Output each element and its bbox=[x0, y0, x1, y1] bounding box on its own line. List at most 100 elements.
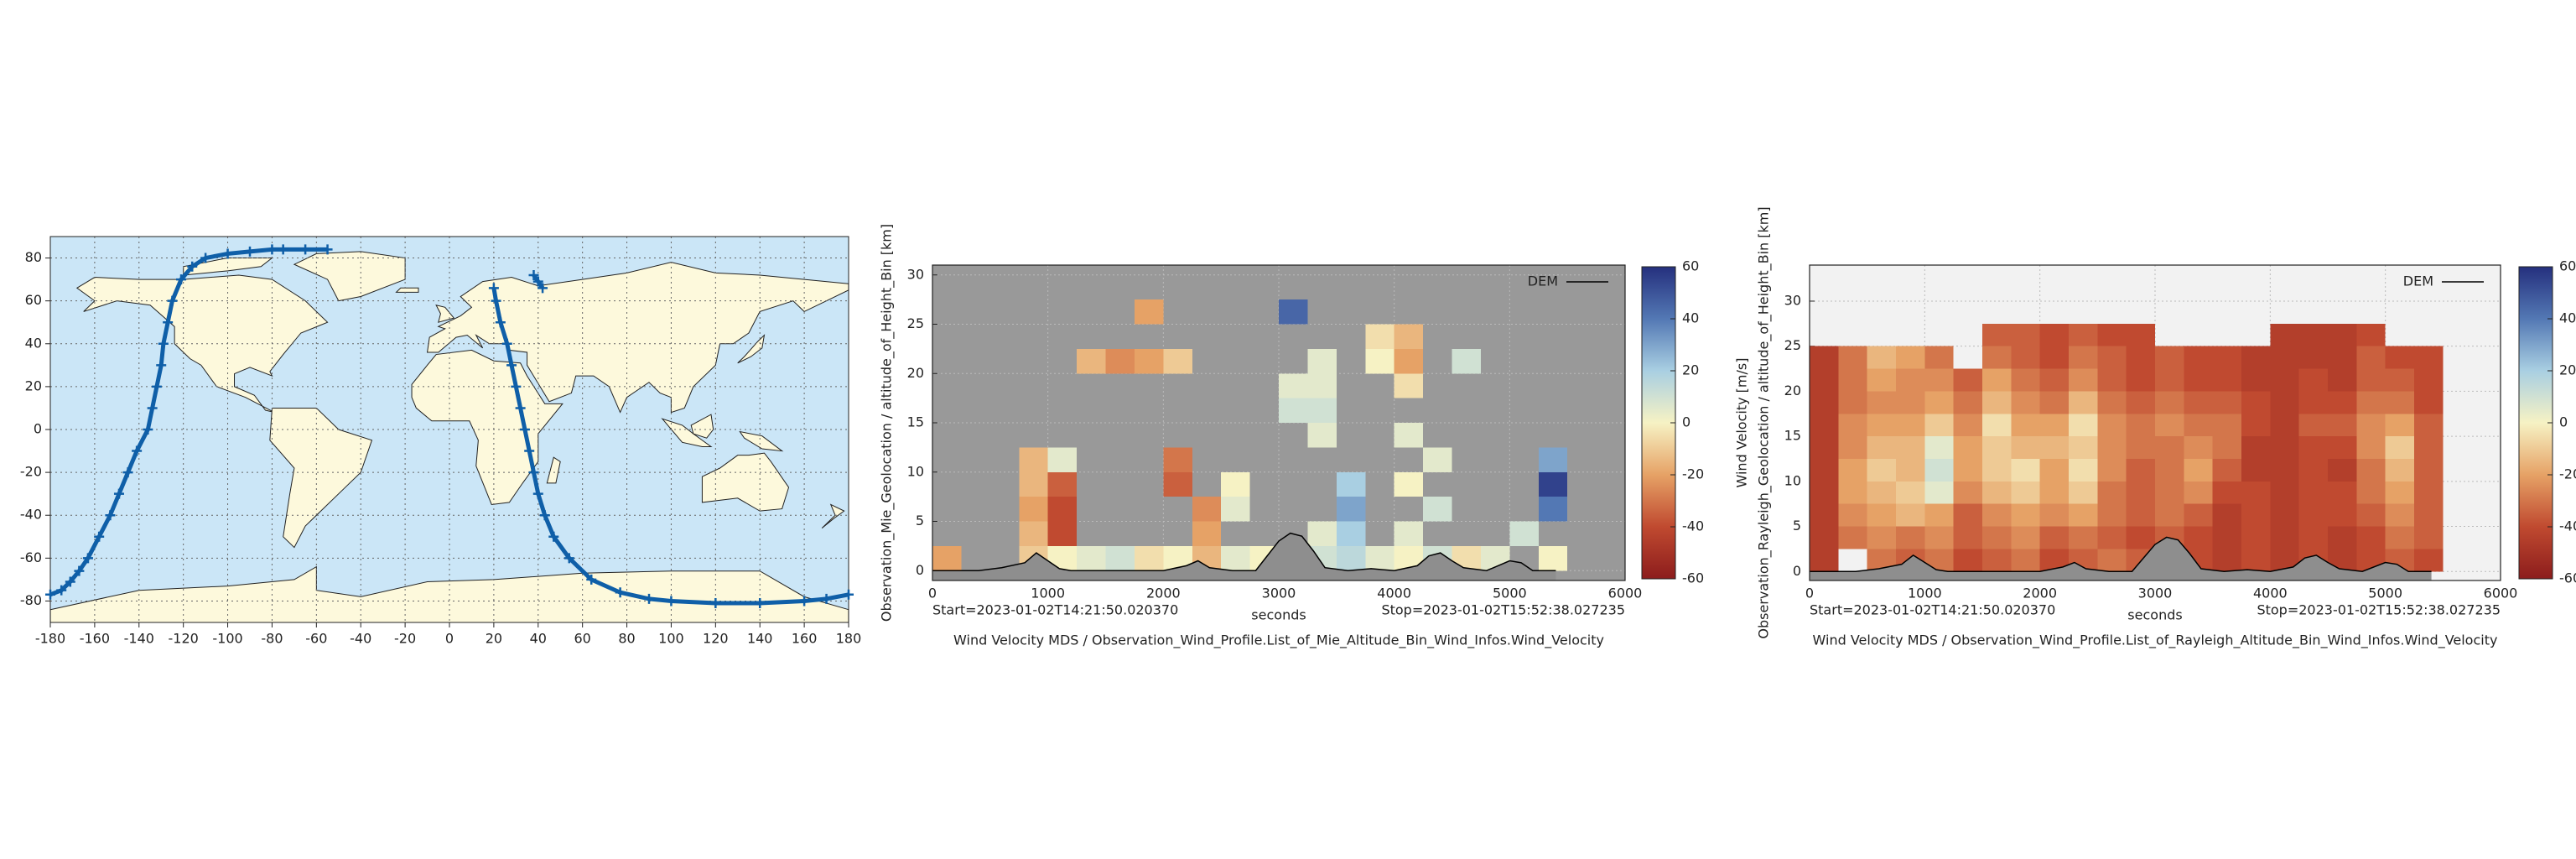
track-point bbox=[105, 510, 116, 521]
heat-cell bbox=[2356, 414, 2386, 437]
colorbar-tick-label: 0 bbox=[2559, 414, 2568, 430]
heat-cell bbox=[2385, 526, 2414, 549]
heat-cell bbox=[1163, 348, 1192, 374]
y-tick-label: 40 bbox=[25, 335, 42, 351]
heat-cell bbox=[1105, 545, 1135, 571]
heat-cell bbox=[1924, 391, 1954, 414]
heat-cell bbox=[1838, 346, 1867, 369]
heat-cell bbox=[1982, 391, 2012, 414]
heat-cell bbox=[1867, 368, 1896, 392]
x-tick-label: 120 bbox=[703, 631, 729, 647]
heat-cell bbox=[1838, 503, 1867, 527]
heat-cell bbox=[2298, 391, 2328, 414]
heat-cell bbox=[1221, 497, 1250, 522]
track-point bbox=[122, 467, 133, 478]
y-tick-label: 10 bbox=[1784, 472, 1801, 488]
track-point bbox=[524, 445, 535, 456]
heat-cell bbox=[2356, 436, 2386, 459]
heat-cell bbox=[2212, 414, 2241, 437]
dem-line bbox=[932, 532, 1556, 572]
heat-cell bbox=[2298, 526, 2328, 549]
heat-cell bbox=[2298, 323, 2328, 346]
heat-cell bbox=[1365, 324, 1394, 349]
heat-cell bbox=[1896, 503, 1925, 527]
heat-cell bbox=[1810, 391, 1839, 414]
heat-cell bbox=[2039, 526, 2069, 549]
heat-cell bbox=[2155, 503, 2184, 527]
heat-cell bbox=[2184, 391, 2213, 414]
heat-cell bbox=[1982, 481, 2012, 504]
heat-cell bbox=[2155, 391, 2184, 414]
heat-cell bbox=[1077, 348, 1106, 374]
heat-cell bbox=[1307, 348, 1337, 374]
heat-cell bbox=[2097, 549, 2127, 572]
heat-cell bbox=[2184, 481, 2213, 504]
heat-cell bbox=[1538, 447, 1568, 472]
colorbar-tick-label: -60 bbox=[2559, 570, 2576, 586]
heat-cell bbox=[2155, 481, 2184, 504]
chart-title: Wind Velocity MDS / Observation_Wind_Pro… bbox=[1813, 633, 2498, 649]
heat-cell bbox=[1896, 458, 1925, 482]
heat-cell bbox=[1336, 471, 1366, 497]
track-point bbox=[532, 488, 543, 499]
heat-cell bbox=[1134, 299, 1164, 325]
heat-cell bbox=[2011, 481, 2040, 504]
heat-cell bbox=[2097, 481, 2127, 504]
heat-cell bbox=[2155, 436, 2184, 459]
heat-cell bbox=[2270, 391, 2299, 414]
track-point bbox=[158, 338, 169, 349]
track-point bbox=[821, 593, 832, 604]
colorbar-tick-label: 60 bbox=[1682, 258, 1699, 274]
heat-cell bbox=[1394, 423, 1424, 448]
heat-cell bbox=[1810, 436, 1839, 459]
heat-cell bbox=[2069, 503, 2098, 527]
heat-cell bbox=[2298, 368, 2328, 392]
heat-cell bbox=[2155, 346, 2184, 369]
start-label: Start=2023-01-02T14:21:50.020370 bbox=[932, 602, 1178, 618]
colorbar-tick-label: -20 bbox=[2559, 466, 2576, 482]
heat-cell bbox=[1838, 458, 1867, 482]
chart-title: Wind Velocity MDS / Observation_Wind_Pro… bbox=[953, 633, 1604, 649]
heat-cell bbox=[2212, 503, 2241, 527]
heat-cell bbox=[2011, 368, 2040, 392]
colorbar-tick-label: -40 bbox=[1682, 518, 1704, 534]
heat-cell bbox=[1924, 481, 1954, 504]
heat-cell bbox=[2212, 436, 2241, 459]
track-point bbox=[222, 248, 233, 259]
heat-cell bbox=[2241, 526, 2271, 549]
colorbar-tick-label: 0 bbox=[1682, 414, 1690, 430]
x-tick-label: 4000 bbox=[1377, 586, 1411, 601]
colorbar-tick-label: -60 bbox=[1682, 570, 1704, 586]
heat-cell bbox=[2328, 436, 2357, 459]
heat-cell bbox=[2385, 391, 2414, 414]
heat-cell bbox=[1047, 497, 1078, 522]
heat-cell bbox=[1953, 503, 1982, 527]
y-tick-label: 20 bbox=[1784, 383, 1801, 398]
heat-cell bbox=[2328, 526, 2357, 549]
y-axis-label: Observation_Mie_Geolocation / altitude_o… bbox=[879, 224, 896, 622]
x-tick-label: 1000 bbox=[1031, 586, 1065, 601]
colorbar-tick-label: -20 bbox=[1682, 466, 1704, 482]
track-point bbox=[511, 381, 522, 392]
heat-cell bbox=[2097, 436, 2127, 459]
track-point bbox=[844, 589, 854, 600]
heat-cell bbox=[2184, 414, 2213, 437]
heat-cell bbox=[2097, 391, 2127, 414]
y-tick-label: 0 bbox=[34, 421, 42, 437]
heat-cell bbox=[2184, 436, 2213, 459]
heat-cell bbox=[1896, 391, 1925, 414]
heat-cell bbox=[2270, 323, 2299, 346]
heat-cell bbox=[2097, 323, 2127, 346]
heat-cell bbox=[1982, 458, 2012, 482]
y-tick-label: -40 bbox=[20, 507, 42, 523]
x-tick-label: 2000 bbox=[2023, 586, 2057, 601]
heat-cell bbox=[1538, 545, 1568, 571]
stop-label: Stop=2023-01-02T15:52:38.027235 bbox=[2257, 602, 2501, 618]
heat-cell bbox=[1423, 447, 1452, 472]
track-point bbox=[187, 261, 198, 272]
track-point bbox=[151, 381, 162, 392]
y-tick-label: 0 bbox=[1793, 563, 1801, 579]
heat-cell bbox=[2270, 368, 2299, 392]
heat-cell bbox=[2011, 346, 2040, 369]
track-point bbox=[615, 587, 626, 598]
